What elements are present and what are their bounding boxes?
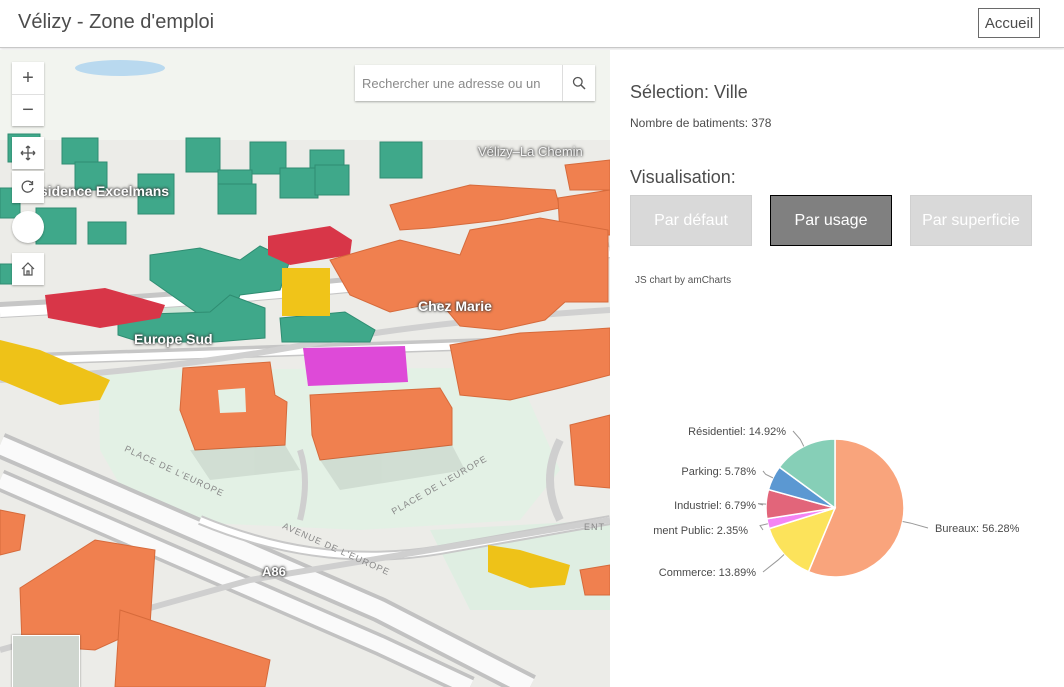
home-icon [21,262,35,276]
label-residence: Résidence Excelmans [22,183,170,199]
pie-label: Parking: 5.78% [681,466,756,478]
pie-label-line [902,521,929,529]
page-title: Vélizy - Zone d'emploi [18,11,215,33]
zoom-controls: + − [12,62,44,126]
street-label-cut: ENT [584,522,605,532]
search-icon [572,76,586,90]
pie-label: Résidentiel: 14.92% [688,426,786,438]
usage-view-button[interactable]: Par usage [770,195,892,246]
label-europe-sud: Europe Sud [134,331,213,347]
chart-credit[interactable]: JS chart by amCharts [635,275,732,286]
pie-label-line [762,554,785,573]
pie-label-line [757,503,767,506]
pie-label: Commerce: 13.89% [659,567,756,579]
side-panel: Sélection: Ville Nombre de batiments: 37… [610,50,1064,687]
label-a86: A86 [262,564,286,579]
label-chez-marie: Chez Marie [418,298,492,314]
pie-label-line [792,430,805,447]
selection-title: Sélection: Ville [630,82,748,102]
visualisation-title: Visualisation: [630,167,736,187]
home-button[interactable]: Accueil [978,8,1040,38]
compass-button[interactable] [12,211,44,243]
search-button[interactable] [562,65,595,101]
map-view[interactable]: Vélizy–La Chemin Résidence Excelmans Che… [0,50,610,687]
search-input[interactable] [355,65,562,101]
rotate-button[interactable] [12,171,44,203]
pie-label: Industriel: 6.79% [674,500,756,512]
default-view-button[interactable]: Par défaut [630,195,752,246]
home-view-button[interactable] [12,253,44,285]
zoom-in-button[interactable]: + [12,62,44,94]
search-widget [355,65,595,101]
label-velizy-chemin: Vélizy–La Chemin [478,144,583,159]
pie-label: ment Public: 2.35% [653,525,748,537]
app-header: Vélizy - Zone d'emploi Accueil [0,0,1064,48]
rotate-icon [21,180,34,193]
usage-pie-chart: Bureaux: 56.28% Commerce: 13.89% ment Publ… [653,426,1020,579]
pan-button[interactable] [12,137,44,169]
compass-icon [25,219,31,235]
pie-label: Bureaux: 56.28% [935,523,1020,535]
pie-label-line [762,470,774,479]
minus-icon: − [22,99,34,121]
area-view-button[interactable]: Par superficie [910,195,1032,246]
pie-slice-r-sidentiel[interactable] [778,438,836,510]
overview-map-thumbnail[interactable] [12,635,80,687]
plus-icon: + [22,66,34,89]
move-icon [20,145,36,161]
zoom-out-button[interactable]: − [12,94,44,126]
pie-label-line [759,523,768,531]
buildings-count: Nombre de batiments: 378 [630,116,772,130]
